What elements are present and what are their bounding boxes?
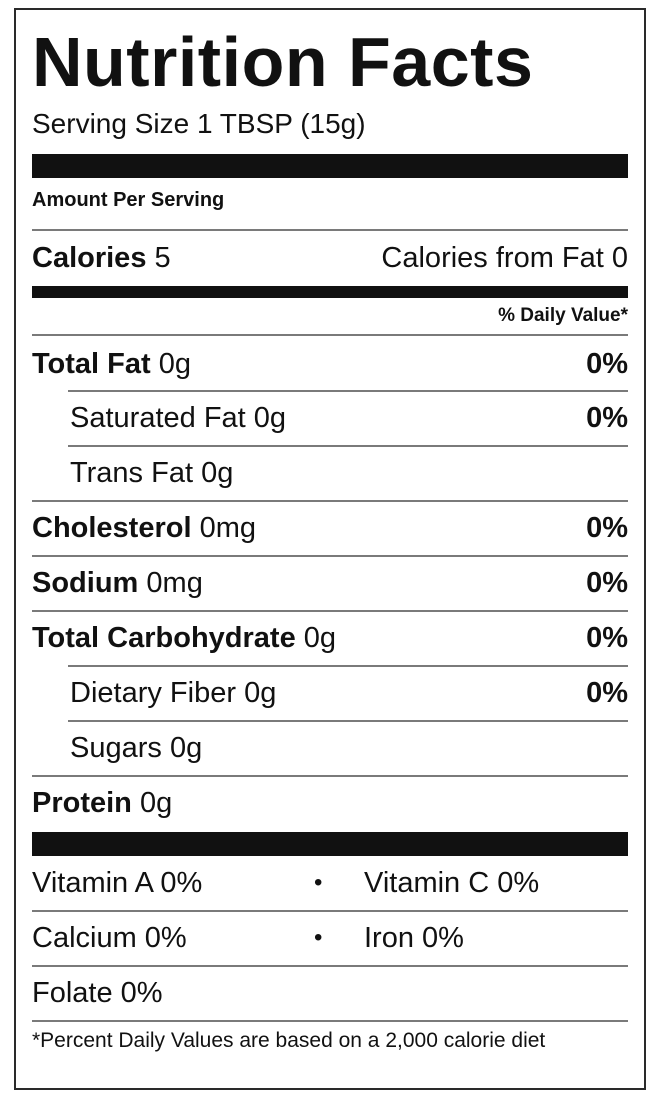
nutrient-daily-value: 0%: [586, 347, 628, 380]
nutrient-amount: 0g: [244, 676, 277, 709]
thick-divider-calories: [32, 286, 628, 298]
nutrient-name: Total Carbohydrate: [32, 621, 296, 654]
nutrient-amount: 0mg: [146, 566, 203, 599]
nutrient-row-total-fat: Total Fat 0g 0%: [32, 338, 628, 390]
divider: [32, 775, 628, 777]
calories-row: Calories 5 Calories from Fat 0: [32, 232, 628, 284]
nutrient-row-saturated-fat: Saturated Fat 0g 0%: [32, 392, 628, 444]
nutrient-row-sodium: Sodium 0mg 0%: [32, 557, 628, 609]
nutrition-facts-label: Nutrition Facts Serving Size 1 TBSP (15g…: [14, 8, 646, 1090]
nutrient-name: Sugars: [70, 731, 162, 764]
nutrient-amount: 0g: [303, 621, 337, 654]
folate: Folate 0%: [32, 976, 163, 1009]
nutrient-label: Sodium 0mg: [32, 567, 203, 600]
divider: [68, 665, 628, 667]
calories-from-fat: Calories from Fat 0: [381, 241, 628, 274]
calories-label-group: Calories 5: [32, 242, 171, 275]
nutrient-daily-value: 0%: [586, 401, 628, 434]
serving-size: Serving Size 1 TBSP (15g): [32, 108, 366, 139]
nutrient-daily-value: 0%: [586, 566, 628, 599]
nutrient-label: Total Carbohydrate 0g: [32, 622, 336, 655]
nutrient-amount: 0g: [158, 347, 192, 380]
label-content: Nutrition Facts Serving Size 1 TBSP (15g…: [32, 10, 628, 1088]
divider: [32, 555, 628, 557]
nutrient-daily-value: 0%: [586, 676, 628, 709]
divider: [32, 229, 628, 231]
nutrient-row-dietary-fiber: Dietary Fiber 0g 0%: [32, 667, 628, 719]
nutrient-daily-value: 0%: [586, 511, 628, 544]
nutrient-name: Protein: [32, 786, 132, 819]
thick-divider-top: [32, 154, 628, 178]
nutrient-row-sugars: Sugars 0g: [32, 722, 628, 774]
divider: [32, 334, 628, 336]
bullet-separator: •: [314, 924, 323, 951]
nutrient-daily-value: 0%: [586, 621, 628, 654]
iron: Iron 0%: [364, 921, 464, 954]
nutrient-label: Protein 0g: [32, 787, 172, 820]
nutrient-amount: 0g: [253, 401, 287, 434]
nutrient-name: Dietary Fiber: [70, 676, 236, 709]
divider: [68, 445, 628, 447]
nutrient-name: Saturated Fat: [70, 401, 246, 434]
nutrient-name: Total Fat: [32, 347, 151, 380]
daily-value-header: % Daily Value*: [498, 305, 628, 326]
nutrient-label: Cholesterol 0mg: [32, 512, 256, 545]
divider: [68, 390, 628, 392]
nutrient-row-total-carbohydrate: Total Carbohydrate 0g 0%: [32, 612, 628, 664]
nutrient-amount: 0g: [201, 456, 234, 489]
nutrient-amount: 0mg: [199, 511, 257, 544]
calories-value: 5: [154, 241, 171, 274]
nutrient-name: Sodium: [32, 566, 139, 599]
label-title: Nutrition Facts: [32, 23, 534, 101]
bullet-separator: •: [314, 869, 323, 896]
divider: [68, 720, 628, 722]
divider: [32, 910, 628, 912]
nutrient-row-trans-fat: Trans Fat 0g: [32, 447, 628, 499]
nutrient-label: Trans Fat 0g: [70, 457, 233, 490]
nutrient-amount: 0g: [169, 731, 203, 764]
nutrient-label: Sugars 0g: [70, 732, 202, 765]
divider: [32, 965, 628, 967]
vitamin-c: Vitamin C 0%: [364, 866, 540, 899]
nutrient-label: Total Fat 0g: [32, 348, 191, 381]
thick-divider-vitamins: [32, 832, 628, 856]
nutrient-label: Saturated Fat 0g: [70, 402, 286, 435]
nutrient-row-protein: Protein 0g: [32, 777, 628, 829]
nutrient-row-cholesterol: Cholesterol 0mg 0%: [32, 502, 628, 554]
amount-per-serving: Amount Per Serving: [32, 189, 225, 211]
divider: [32, 1020, 628, 1022]
divider: [32, 500, 628, 502]
vitamin-row-folate: Folate 0%: [32, 967, 628, 1019]
nutrient-label: Dietary Fiber 0g: [70, 677, 276, 710]
vitamin-row-a-c: Vitamin A 0% • Vitamin C 0%: [32, 857, 628, 909]
vitamin-row-calcium-iron: Calcium 0% • Iron 0%: [32, 912, 628, 964]
calories-label: Calories: [32, 241, 147, 274]
nutrient-name: Cholesterol: [32, 511, 192, 544]
nutrient-name: Trans Fat: [70, 456, 194, 489]
footnote: *Percent Daily Values are based on a 2,0…: [32, 1029, 546, 1052]
divider: [32, 610, 628, 612]
calcium: Calcium 0%: [32, 921, 187, 954]
vitamin-a: Vitamin A 0%: [32, 866, 203, 899]
nutrient-amount: 0g: [139, 786, 173, 819]
